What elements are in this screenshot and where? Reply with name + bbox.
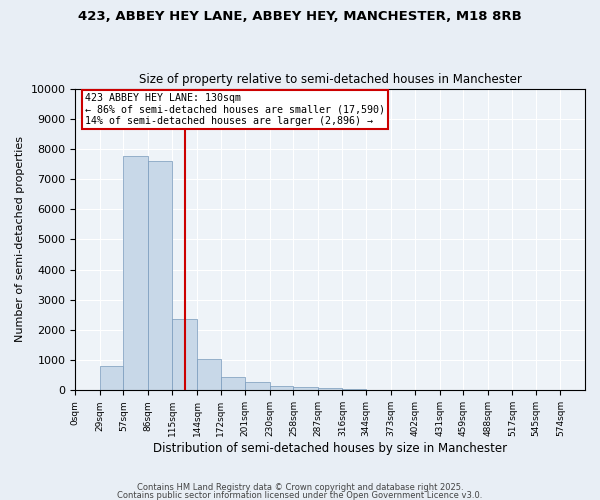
Bar [124,156,148,390]
Y-axis label: Number of semi-detached properties: Number of semi-detached properties [15,136,25,342]
Bar [293,388,318,390]
Text: 423 ABBEY HEY LANE: 130sqm
← 86% of semi-detached houses are smaller (17,590)
14: 423 ABBEY HEY LANE: 130sqm ← 86% of semi… [85,93,385,126]
Bar [269,386,293,390]
Bar [318,388,343,390]
Bar [148,161,172,390]
Bar [172,320,197,390]
Bar [100,366,124,390]
Title: Size of property relative to semi-detached houses in Manchester: Size of property relative to semi-detach… [139,73,521,86]
Text: Contains public sector information licensed under the Open Government Licence v3: Contains public sector information licen… [118,491,482,500]
Bar [221,377,245,390]
Bar [343,389,366,390]
Bar [245,382,269,390]
X-axis label: Distribution of semi-detached houses by size in Manchester: Distribution of semi-detached houses by … [153,442,507,455]
Bar [197,358,221,390]
Text: Contains HM Land Registry data © Crown copyright and database right 2025.: Contains HM Land Registry data © Crown c… [137,484,463,492]
Text: 423, ABBEY HEY LANE, ABBEY HEY, MANCHESTER, M18 8RB: 423, ABBEY HEY LANE, ABBEY HEY, MANCHEST… [78,10,522,23]
